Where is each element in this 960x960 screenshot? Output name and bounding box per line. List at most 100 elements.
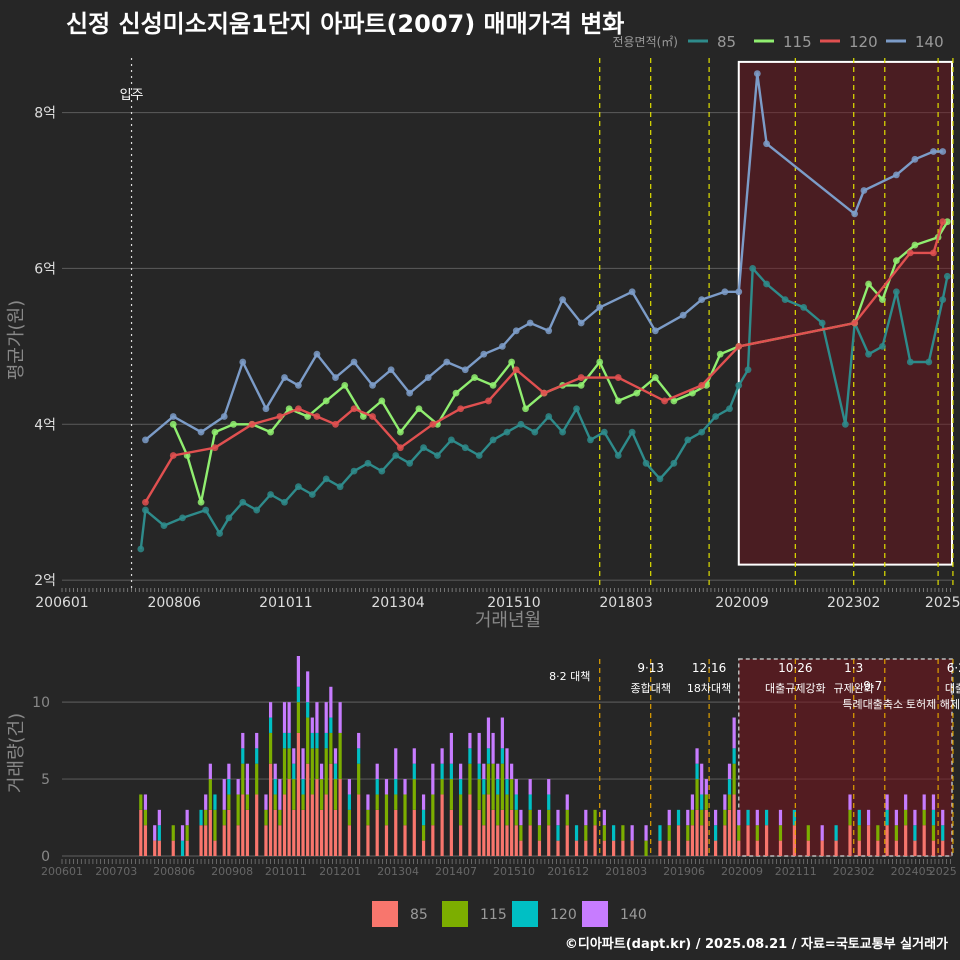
data-point-85	[892, 288, 900, 296]
volume-bar-s120	[282, 732, 287, 749]
data-point-140	[498, 342, 506, 350]
legend-label-85: 85	[717, 33, 736, 51]
volume-bar-s140	[468, 732, 472, 749]
volume-bar-s85	[593, 825, 597, 856]
volume-bar-s115	[727, 794, 732, 810]
volume-bar-s115	[324, 748, 328, 795]
volume-bar-s85	[505, 825, 509, 856]
volume-bar-s140	[333, 748, 338, 764]
volume-bar-s85	[324, 794, 328, 856]
volume-bar-s140	[732, 717, 736, 749]
data-point-140	[512, 327, 520, 335]
volume-bar-s140	[866, 809, 871, 826]
data-point-85	[879, 342, 886, 350]
data-point-85	[656, 475, 664, 483]
policy-date: 9·13	[637, 661, 664, 675]
data-point-120	[350, 405, 358, 413]
data-point-115	[341, 381, 349, 389]
volume-bar-s85	[153, 840, 157, 856]
volume-bar-s115	[319, 779, 324, 810]
volume-bar-s115	[366, 809, 370, 826]
volume-bar-s85	[468, 794, 472, 856]
data-point-140	[753, 70, 761, 77]
volume-bar-s85	[755, 840, 759, 856]
volume-bar-s115	[922, 809, 926, 826]
volume-bar-s140	[737, 809, 741, 826]
policy-label: 토허제 해제	[906, 697, 960, 711]
volume-bar-s140	[644, 825, 648, 841]
data-point-120	[614, 374, 622, 381]
volume-bar-s140	[153, 825, 157, 841]
data-point-85	[726, 405, 733, 413]
data-point-85	[642, 459, 650, 467]
data-point-120	[735, 342, 743, 350]
data-point-115	[577, 381, 585, 389]
volume-bar-s120	[857, 809, 861, 826]
data-point-115	[267, 428, 274, 436]
data-point-115	[614, 397, 622, 405]
volume-bar-s115	[667, 825, 671, 841]
volume-bar-s120	[514, 794, 518, 810]
volume-bar-s140	[287, 702, 291, 733]
volume-bar-s85	[496, 825, 500, 856]
policy-date: 1·3	[844, 661, 863, 675]
volume-bar-s140	[366, 794, 370, 810]
volume-bar-s85	[255, 794, 259, 856]
data-point-140	[480, 350, 488, 358]
volume-bar-s85	[727, 809, 732, 856]
volume-bar-s85	[268, 763, 273, 856]
volume-bar-s140	[278, 779, 282, 810]
volume-bar-s85	[139, 809, 143, 856]
data-point-85	[531, 428, 539, 436]
data-point-120	[369, 413, 376, 420]
volume-bar-s115	[482, 794, 486, 826]
legend-label-140: 140	[915, 33, 944, 51]
data-point-115	[522, 405, 529, 413]
policy-date: 10·26	[778, 661, 812, 675]
volume-bar-s85	[556, 840, 560, 856]
volume-bar-s85	[486, 794, 491, 856]
volume-bar-s115	[384, 794, 389, 826]
data-point-85	[670, 459, 678, 467]
volume-bar-s140	[449, 732, 453, 764]
volume-bar-s85	[264, 825, 268, 856]
data-point-115	[452, 389, 460, 397]
volume-bar-s140	[347, 779, 351, 795]
volume-bar-s115	[315, 748, 319, 780]
bar-legend-label-115: 115	[480, 907, 507, 923]
bar-y-tick-label: 0	[41, 849, 50, 865]
volume-bar-s140	[301, 748, 305, 780]
volume-bar-s115	[278, 809, 282, 826]
data-point-140	[851, 210, 859, 218]
volume-bar-s120	[306, 702, 310, 718]
volume-bar-s115	[565, 809, 569, 826]
highlight-box	[737, 60, 953, 566]
data-point-140	[698, 296, 706, 304]
data-point-140	[721, 288, 729, 296]
volume-bar-s85	[236, 825, 240, 856]
data-point-140	[577, 319, 585, 327]
volume-bar-s140	[440, 748, 444, 764]
volume-bar-s120	[329, 717, 333, 733]
volume-bar-s120	[556, 825, 560, 841]
volume-bar-s140	[565, 794, 569, 810]
volume-bar-s120	[727, 779, 732, 795]
volume-bar-s140	[885, 794, 889, 810]
volume-bar-s120	[500, 748, 504, 764]
volume-bar-s115	[255, 763, 259, 795]
data-point-85	[160, 522, 168, 530]
volume-bar-s85	[737, 840, 741, 856]
data-point-115	[596, 358, 604, 366]
data-point-140	[387, 366, 395, 374]
policy-date: 12·16	[692, 661, 726, 675]
volume-bar-s85	[227, 809, 231, 856]
volume-bar-s115	[412, 779, 416, 810]
volume-bar-s85	[366, 825, 370, 856]
volume-bar-s140	[180, 825, 185, 841]
data-point-85	[559, 428, 567, 436]
volume-bar-s85	[658, 840, 662, 856]
volume-bar-s85	[547, 825, 551, 856]
policy-label: 규제완화	[833, 682, 873, 695]
data-point-140	[860, 187, 868, 194]
data-point-120	[332, 420, 339, 428]
